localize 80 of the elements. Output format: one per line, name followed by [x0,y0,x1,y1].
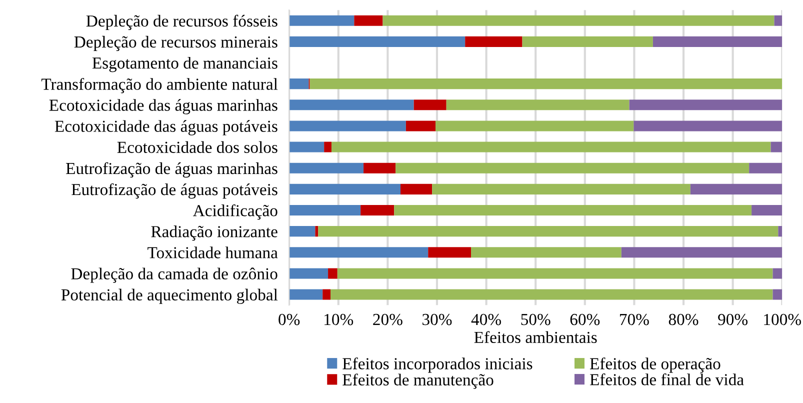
x-tick-label: 30% [422,314,452,326]
bar [337,268,773,279]
bar [446,100,630,110]
bar [749,162,782,174]
bar [394,204,752,216]
x-tick-label: 20% [373,314,402,326]
bar [289,289,323,300]
y-tick-label: Depleção da camada de ozônio [71,268,278,283]
bar [289,162,364,174]
bar [465,36,522,47]
y-tick-label: Potencial de aquecimento global [61,288,278,304]
bar [354,15,383,26]
bar [289,204,361,216]
bar [652,36,782,47]
x-tick-label: 40% [471,314,502,326]
bar [436,120,634,132]
bar [752,204,782,216]
bar [428,247,472,258]
bar [382,15,774,26]
bar [634,120,782,132]
x-tick-label: 80% [668,314,698,326]
bar [289,268,328,279]
bar [770,142,782,152]
y-tick-label: Depleção de recursos fósseis [86,14,278,30]
bar [690,184,782,194]
bar [772,289,782,300]
x-tick-label: 0% [278,314,300,326]
bar [324,142,332,152]
bar [772,268,782,279]
bar [318,226,778,237]
bar [621,247,782,258]
legend-label: Efeitos incorporados iniciais [342,357,532,373]
x-tick-label: 90% [718,314,748,326]
legend-label: Efeitos de operação [590,357,720,373]
y-tick-label: Ecotoxicidade das águas potáveis [54,120,278,136]
bar [289,226,316,237]
legend-label: Efeitos de final de vida [590,373,744,386]
bar [328,268,338,279]
bar [396,162,750,174]
y-tick-label: Acidificação [193,204,278,220]
y-tick-label: Eutrofização de águas potáveis [72,183,278,199]
x-tick-label: 70% [620,314,649,326]
bar [331,142,771,152]
bar [471,247,622,258]
bar [289,120,406,132]
bar [629,100,782,110]
y-tick-label: Esgotamento de mananciais [92,56,278,72]
x-axis-title: Efeitos ambientais [474,331,597,344]
bar [289,142,324,152]
x-tick-label: 10% [324,314,354,326]
bar [289,15,354,26]
bar [432,184,690,194]
bar [364,162,396,174]
y-tick-label: Toxicidade humana [148,246,278,258]
y-tick-label: Ecotoxicidade das águas marinhas [49,99,278,114]
bar [414,100,446,110]
bar [289,247,428,258]
bar [315,226,318,237]
bar [330,289,773,300]
bar [400,184,432,194]
bar [289,78,309,90]
bar [310,78,782,90]
x-tick-label: 100% [764,314,801,326]
bar [778,226,782,237]
bar [322,289,330,300]
legend-label: Efeitos de manutenção [342,374,494,389]
y-tick-label: Ecotoxicidade dos solos [117,141,278,153]
bar [289,184,401,194]
bar [360,204,394,216]
bar [522,36,653,47]
y-tick-label: Radiação ionizante [151,226,278,241]
y-tick-label: Depleção de recursos minerais [74,36,278,52]
bar [289,36,466,47]
x-tick-label: 60% [570,314,600,326]
y-tick-label: Transformação do ambiente natural [41,78,278,94]
bar [774,15,782,26]
x-tick-label: 50% [521,314,550,326]
bar [406,120,436,132]
y-tick-label: Eutrofização de águas marinhas [66,162,278,178]
bar [289,100,414,110]
